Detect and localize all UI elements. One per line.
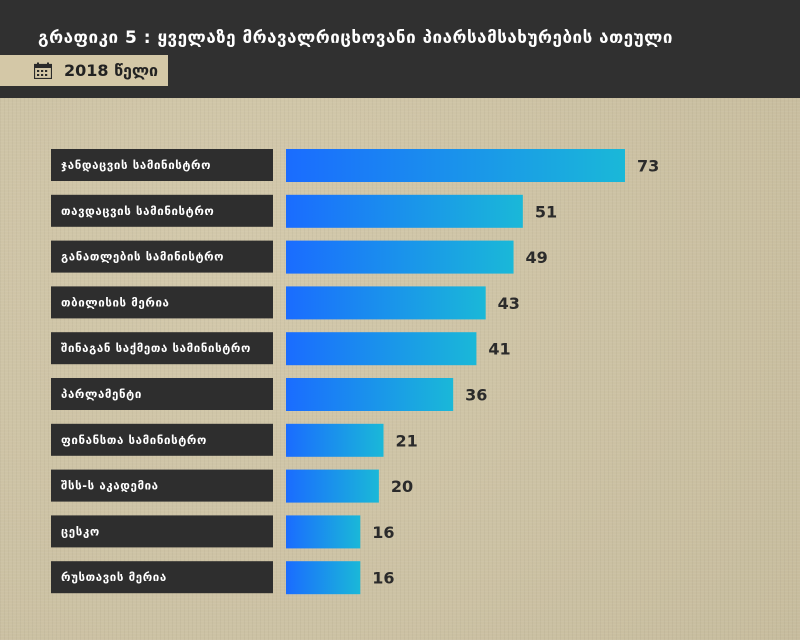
bar	[286, 469, 379, 503]
category-label-box	[51, 561, 273, 594]
category-label-box	[51, 194, 273, 227]
calendar-icon	[34, 62, 52, 79]
value-label: 43	[498, 294, 520, 313]
category-label-box	[51, 515, 273, 548]
bar	[286, 423, 384, 457]
bar	[286, 561, 361, 595]
category-label-box	[51, 286, 273, 319]
value-label: 36	[465, 386, 487, 405]
category-label: ცესკო	[61, 524, 100, 538]
category-label: თბილისის მერია	[61, 295, 170, 309]
category-label: შინაგან საქმეთა სამინისტრო	[61, 341, 251, 355]
year-label: 2018 წელი	[64, 61, 159, 80]
value-label: 49	[526, 248, 548, 267]
value-label: 16	[372, 569, 394, 588]
header-bar: გრაფიკი 5 : ყველაზე მრავალრიცხოვანი პიარ…	[0, 0, 800, 98]
value-label: 41	[488, 340, 510, 359]
category-label: თავდაცვის სამინისტრო	[61, 204, 214, 218]
bar	[286, 149, 625, 182]
category-label-box	[51, 423, 273, 456]
bar	[286, 240, 514, 274]
value-label: 21	[396, 431, 418, 450]
category-label: შსს-ს აკადემია	[61, 479, 159, 493]
value-label: 51	[535, 202, 557, 221]
chart-title: გრაფიკი 5 : ყველაზე მრავალრიცხოვანი პიარ…	[38, 28, 673, 48]
category-label: განათლების სამინისტრო	[61, 250, 224, 264]
bar	[286, 332, 477, 366]
bar	[286, 286, 486, 320]
bar	[286, 515, 361, 549]
category-label-box	[51, 378, 273, 410]
category-label: ფინანსთა სამინისტრო	[61, 433, 207, 447]
value-label: 16	[372, 523, 394, 542]
category-label: რუსთავის მერია	[61, 570, 167, 584]
bar	[286, 194, 523, 228]
category-label: პარლამენტი	[61, 387, 142, 401]
category-label-box	[51, 240, 273, 273]
bar	[286, 378, 454, 411]
category-label-box	[51, 149, 273, 181]
category-label-box	[51, 469, 273, 502]
value-label: 73	[637, 157, 659, 176]
category-label: ჯანდაცვის სამინისტრო	[61, 158, 211, 172]
value-label: 20	[391, 477, 413, 496]
category-label-box	[51, 332, 273, 365]
year-badge: 2018 წელი	[0, 55, 168, 86]
